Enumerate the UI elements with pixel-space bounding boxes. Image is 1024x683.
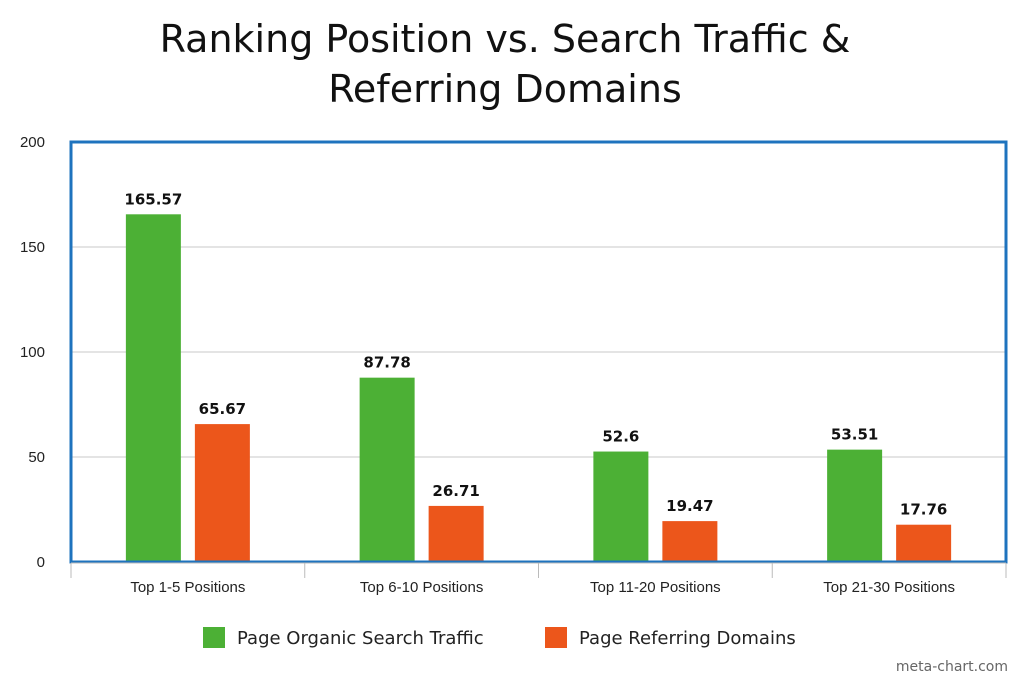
axes: 0 50 100 150 200 Top 1-5 Positions Top 6-10 Po… bbox=[20, 134, 1008, 596]
legend[interactable]: Page Organic Search Traffic Page Referrin… bbox=[203, 627, 796, 649]
x-tick-label-3: Top 11-20 Positions bbox=[590, 579, 721, 596]
y-tick-label-200: 200 bbox=[20, 134, 45, 151]
x-tick-label-2: Top 6-10 Positions bbox=[360, 579, 483, 596]
data-label-domains-3: 19.47 bbox=[666, 497, 713, 515]
data-label-traffic-2: 87.78 bbox=[363, 354, 410, 372]
bar-traffic-3 bbox=[593, 451, 649, 562]
data-label-traffic-1: 165.57 bbox=[124, 190, 182, 208]
legend-item-traffic[interactable]: Page Organic Search Traffic bbox=[203, 627, 484, 649]
legend-item-traffic-swatch bbox=[203, 627, 225, 648]
legend-item-domains-swatch bbox=[545, 627, 567, 648]
bar-traffic-4 bbox=[827, 449, 883, 562]
legend-item-domains-label: Page Referring Domains bbox=[579, 628, 796, 649]
bar-domains-4 bbox=[896, 524, 952, 562]
legend-item-traffic-label: Page Organic Search Traffic bbox=[237, 628, 484, 649]
bar-traffic-2 bbox=[359, 377, 415, 562]
data-label-domains-1: 65.67 bbox=[199, 400, 246, 418]
plot-frame bbox=[69, 140, 1008, 564]
data-label-domains-4: 17.76 bbox=[900, 501, 947, 519]
bar-domains-1 bbox=[194, 424, 250, 562]
x-tick-label-4: Top 21-30 Positions bbox=[823, 579, 955, 596]
data-label-traffic-4: 53.51 bbox=[831, 426, 878, 444]
data-label-traffic-3: 52.6 bbox=[602, 428, 639, 446]
legend-item-domains[interactable]: Page Referring Domains bbox=[545, 627, 796, 649]
data-labels: 165.57 65.67 87.78 26.71 52.6 19.47 53.51 17.76 bbox=[124, 190, 947, 518]
data-label-domains-2: 26.71 bbox=[432, 482, 479, 500]
bar-domains-2 bbox=[428, 505, 484, 562]
x-tick-label-1: Top 1-5 Positions bbox=[130, 579, 245, 596]
bars bbox=[125, 214, 952, 563]
chart-title: Ranking Position vs. Search Traffic & Re… bbox=[159, 17, 851, 111]
y-tick-label-100: 100 bbox=[20, 344, 45, 361]
bar-domains-3 bbox=[662, 521, 718, 562]
watermark: meta-chart.com bbox=[895, 659, 1008, 675]
y-tick-label-150: 150 bbox=[20, 239, 45, 256]
bar-traffic-1 bbox=[125, 214, 181, 563]
y-tick-label-0: 0 bbox=[37, 554, 45, 571]
y-tick-label-50: 50 bbox=[28, 449, 45, 466]
